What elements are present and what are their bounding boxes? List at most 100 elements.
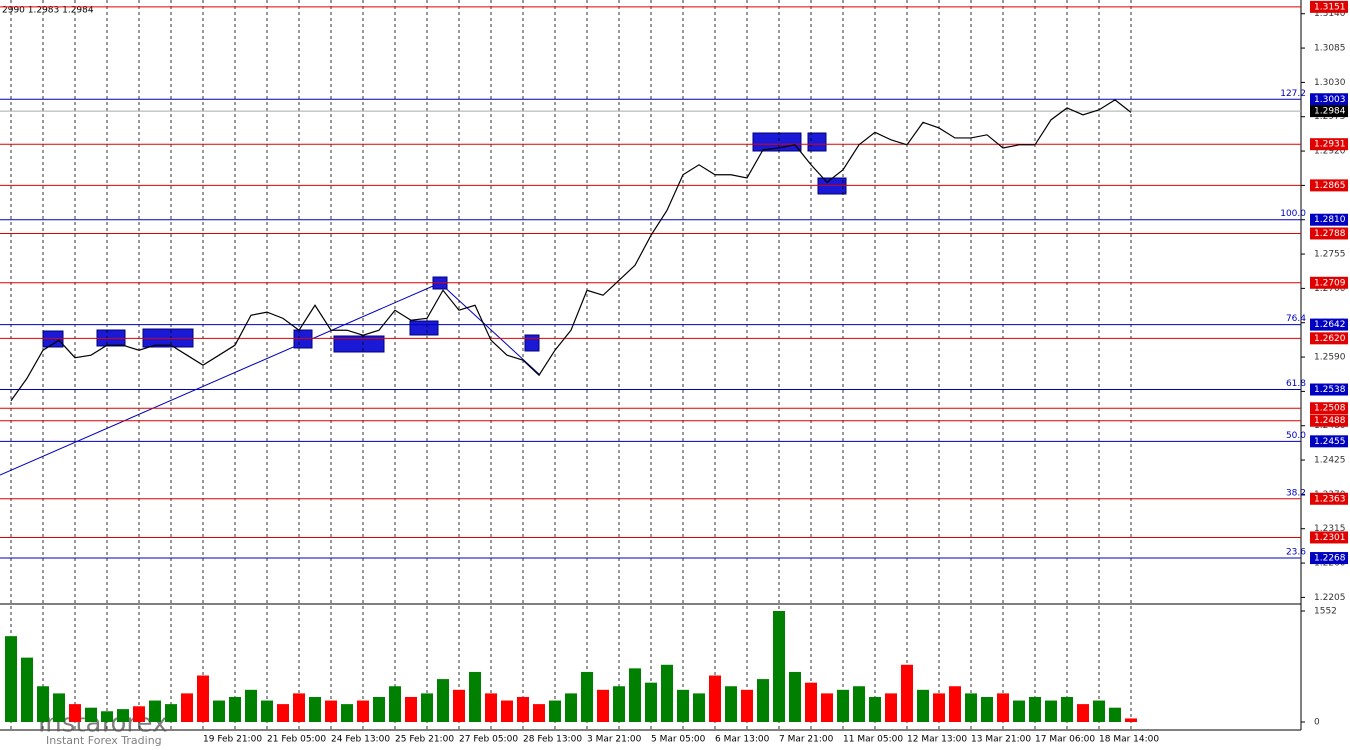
volume-bar xyxy=(1061,696,1073,722)
level-label: 1.2455 xyxy=(1314,437,1346,447)
volume-bar xyxy=(613,686,625,722)
volume-bar xyxy=(469,671,481,722)
x-tick-label: 7 Mar 21:00 xyxy=(779,735,834,745)
x-tick-label: 3 Mar 21:00 xyxy=(587,735,642,745)
volume-bar xyxy=(645,682,657,722)
level-label-box xyxy=(1310,0,1348,13)
volume-bar xyxy=(405,696,417,722)
volume-bar xyxy=(549,700,561,722)
volume-bar xyxy=(837,689,849,722)
y-tick-label: 1.2315 xyxy=(1314,524,1346,534)
volume-bar xyxy=(165,704,177,722)
level-label: 1.2642 xyxy=(1314,320,1346,330)
level-label-box xyxy=(1310,213,1348,226)
level-label-box xyxy=(1310,332,1348,345)
level-label: 1.2268 xyxy=(1314,554,1346,564)
volume-bar xyxy=(21,657,33,722)
level-label: 1.2810 xyxy=(1314,215,1346,225)
level-label-box xyxy=(1310,318,1348,331)
x-tick-label: 28 Feb 13:00 xyxy=(523,735,582,745)
volume-bar xyxy=(917,689,929,722)
level-label: 1.2508 xyxy=(1314,404,1346,414)
volume-bar xyxy=(693,693,705,722)
x-tick-label: 6 Mar 13:00 xyxy=(715,735,770,745)
volume-bar xyxy=(821,693,833,722)
level-label-box xyxy=(1310,105,1348,118)
y-tick-label: 1.3030 xyxy=(1314,78,1346,88)
level-label-box xyxy=(1310,93,1348,106)
volume-bar xyxy=(293,693,305,722)
volume-bar xyxy=(869,696,881,722)
x-tick-label: 12 Mar 13:00 xyxy=(907,735,967,745)
x-tick-label: 27 Feb 05:00 xyxy=(459,735,518,745)
box xyxy=(524,334,540,352)
y-tick-label: 1.2700 xyxy=(1314,284,1346,294)
volume-bar xyxy=(1045,700,1057,722)
volume-bar xyxy=(309,696,321,722)
volume-bar xyxy=(1109,707,1121,722)
x-tick-label: 24 Feb 13:00 xyxy=(331,735,390,745)
level-label-box xyxy=(1310,552,1348,565)
level-label: 1.2984 xyxy=(1314,107,1346,117)
volume-bar xyxy=(501,700,513,722)
volume-bar xyxy=(245,689,257,722)
x-tick-label: 17 Mar 06:00 xyxy=(1035,735,1095,745)
volume-tick-label: 1552 xyxy=(1314,607,1337,617)
volume-bar xyxy=(1013,700,1025,722)
box xyxy=(817,177,847,195)
volume-bar xyxy=(725,686,737,722)
level-label-box xyxy=(1310,383,1348,396)
box xyxy=(409,320,439,336)
level-label: 1.3003 xyxy=(1314,95,1346,105)
trend-line xyxy=(439,282,541,376)
level-label-box xyxy=(1310,531,1348,544)
level-label-box xyxy=(1310,435,1348,448)
volume-bar xyxy=(1029,696,1041,722)
volume-bar xyxy=(69,704,81,722)
watermark-sub: Instant Forex Trading xyxy=(46,734,162,747)
x-tick-label: 11 Mar 05:00 xyxy=(843,735,903,745)
level-label: 1.2363 xyxy=(1314,494,1346,504)
volume-bar xyxy=(5,636,17,722)
volume-bar xyxy=(37,686,49,722)
level-label-box xyxy=(1310,492,1348,505)
volume-bar xyxy=(117,709,129,722)
volume-bar xyxy=(533,704,545,722)
volume-bar xyxy=(53,693,65,722)
x-tick-label: 18 Mar 14:00 xyxy=(1099,735,1159,745)
volume-bar xyxy=(901,664,913,722)
volume-bar xyxy=(597,689,609,722)
volume-bar xyxy=(213,700,225,722)
volume-bar xyxy=(757,679,769,722)
volume-bar xyxy=(197,675,209,722)
trend-line xyxy=(0,282,441,476)
volume-bar xyxy=(389,686,401,722)
fib-label: 127.2 xyxy=(1280,89,1306,99)
volume-bar xyxy=(341,704,353,722)
volume-bar xyxy=(149,700,161,722)
level-label: 1.2931 xyxy=(1314,140,1346,150)
volume-bar xyxy=(357,700,369,722)
x-tick-label: 21 Feb 05:00 xyxy=(267,735,326,745)
y-tick-label: 1.2975 xyxy=(1314,112,1346,122)
level-label: 1.2620 xyxy=(1314,334,1346,344)
volume-bar xyxy=(1077,704,1089,722)
level-label: 1.2865 xyxy=(1314,181,1346,191)
volume-bar xyxy=(853,686,865,722)
price-line xyxy=(10,99,1132,402)
y-tick-label: 1.3140 xyxy=(1314,9,1346,19)
level-label-box xyxy=(1310,402,1348,415)
volume-bar xyxy=(325,700,337,722)
volume-bar xyxy=(277,704,289,722)
fib-label: 38.2 xyxy=(1286,488,1306,498)
level-label-box xyxy=(1310,276,1348,289)
y-tick-label: 1.2425 xyxy=(1314,456,1346,466)
volume-bar xyxy=(85,707,97,722)
fib-label: 100.0 xyxy=(1280,209,1306,219)
x-tick-label: 13 Mar 21:00 xyxy=(971,735,1031,745)
level-label-box xyxy=(1310,138,1348,151)
y-tick-label: 1.2590 xyxy=(1314,353,1346,363)
level-label: 1.2788 xyxy=(1314,229,1346,239)
volume-bar xyxy=(789,671,801,722)
volume-bar xyxy=(485,693,497,722)
